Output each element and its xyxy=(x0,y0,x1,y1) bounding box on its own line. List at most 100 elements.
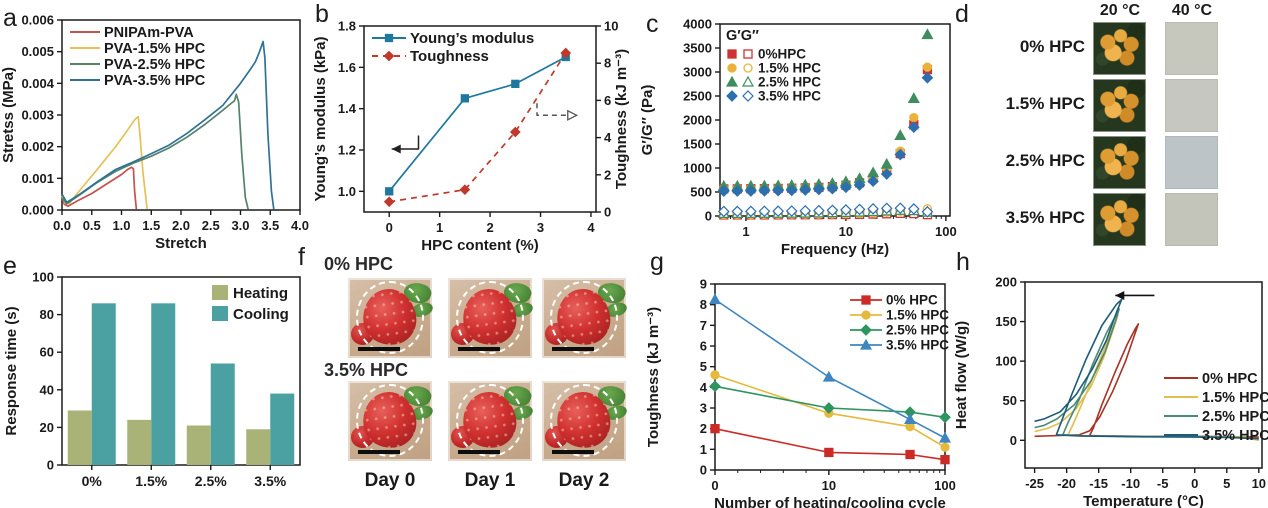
panel-transparency-photos: 20 °C 40 °C 0% HPC 1.5% HPC 2.5% HPC 3.5% HPC xyxy=(952,0,1268,250)
y-tick-label: 500 xyxy=(690,185,712,200)
x-tick-label: 10 xyxy=(839,224,853,239)
y-tick-label: 2 xyxy=(604,167,611,182)
x-tick-label: 0.0 xyxy=(53,218,71,233)
triangle-marker xyxy=(708,293,722,305)
y-tick-label: 1 xyxy=(700,442,707,457)
y-tick-label: 6 xyxy=(700,339,707,354)
legend-label: 0% HPC xyxy=(886,293,938,308)
triangle-marker xyxy=(904,413,917,424)
bar-cooling xyxy=(210,363,235,465)
x-tick-label: 2 xyxy=(486,220,493,235)
y-tick-label: 4 xyxy=(604,130,612,145)
series-line xyxy=(1034,298,1259,440)
y-tick-label: 1.0 xyxy=(338,184,356,199)
panel-letter-b: b xyxy=(315,0,329,28)
triangle-marker xyxy=(741,75,755,87)
diamond-marker xyxy=(799,204,812,217)
diamond-marker xyxy=(726,90,738,102)
square-marker xyxy=(511,79,520,89)
panel-letter-g: g xyxy=(650,248,664,276)
panel-letter-a: a xyxy=(3,4,17,32)
legend-label: 2.5% HPC xyxy=(1202,409,1268,425)
circle-marker xyxy=(922,62,933,72)
panel-letter-h: h xyxy=(956,248,970,276)
y-tick-label: 5 xyxy=(700,359,707,374)
legend-label: 3.5% HPC xyxy=(758,89,821,104)
diamond-marker xyxy=(860,324,872,336)
diamond-marker xyxy=(799,184,812,196)
diamond-marker xyxy=(867,175,879,188)
y-tick-label: 10 xyxy=(604,19,618,34)
scale-bar xyxy=(358,450,400,454)
axis-frame xyxy=(363,25,597,213)
x-tick-label: -20 xyxy=(1057,476,1076,491)
row-label: 2.5% HPC xyxy=(1005,151,1085,170)
y-tick-label: 1000 xyxy=(683,161,712,176)
x-tick-label: -10 xyxy=(1121,476,1140,491)
y-tick-label: 3 xyxy=(700,401,707,416)
hydrogel-disc-outline xyxy=(456,384,524,457)
y-tick-label: 6 xyxy=(604,93,611,108)
y-tick-label: 8 xyxy=(604,56,611,71)
diamond-marker xyxy=(840,204,852,216)
chart-heat-flow: 0 50 100 150 200 -25 -20 -15 -10 -5 0 5 10 Temperatur… xyxy=(953,275,1268,508)
hydrogel-disc-outline xyxy=(356,384,424,457)
triangle-marker xyxy=(938,431,952,443)
circle-marker xyxy=(727,63,737,73)
hydrogel-disc-outline xyxy=(356,281,424,354)
scale-bar xyxy=(552,347,594,351)
diamond-marker xyxy=(731,185,744,197)
square-marker xyxy=(940,455,950,465)
strawberry-photo xyxy=(542,278,629,358)
hydrogel-disc-outline xyxy=(550,281,618,354)
right-arrow-icon xyxy=(567,109,579,121)
y-tick-label: 20 xyxy=(40,420,54,435)
legend-label: Toughness xyxy=(410,48,489,65)
bar-cooling xyxy=(91,303,116,465)
diamond-marker xyxy=(812,204,825,217)
x-tick-label: 3.0 xyxy=(231,218,249,233)
diamond-marker xyxy=(383,196,395,208)
day-label: Day 2 xyxy=(558,470,610,491)
hydrogel-transparent-photo xyxy=(1093,193,1146,246)
hydrogel-opaque-photo xyxy=(1165,193,1218,246)
triangle-marker xyxy=(921,28,934,40)
x-tick-label: 0 xyxy=(1191,476,1198,491)
triangle-marker xyxy=(907,92,920,103)
y-tick-label: 3000 xyxy=(683,65,712,80)
row-label: 3.5% HPC xyxy=(324,360,409,380)
axis-frame xyxy=(1024,281,1263,469)
x-tick-label: 1 xyxy=(436,220,443,235)
diamond-marker xyxy=(717,185,730,197)
diamond-marker xyxy=(880,168,893,180)
legend-label: 3.5% HPC xyxy=(886,338,949,353)
series-line xyxy=(391,135,420,150)
x-tick-label: 100 xyxy=(935,224,957,239)
y-tick-label: 1.8 xyxy=(338,19,356,34)
diamond-marker xyxy=(853,203,866,216)
legend-label: PVA-3.5% HPC xyxy=(104,73,206,89)
square-marker xyxy=(905,449,915,460)
x-tick-label: 2.5 xyxy=(202,218,220,233)
scale-bar xyxy=(458,347,500,351)
x-axis-label: Frequency (Hz) xyxy=(781,241,889,258)
scale-bar xyxy=(458,450,500,454)
diamond-marker xyxy=(509,126,521,138)
x-tick-label: 4.0 xyxy=(291,218,309,233)
diamond-marker xyxy=(459,184,471,196)
bar-heating xyxy=(127,419,152,465)
diamond-marker xyxy=(867,202,879,215)
x-axis-label: HPC content (%) xyxy=(421,237,539,254)
y-tick-label: 9 xyxy=(700,277,707,292)
row-label: 0% HPC xyxy=(324,254,394,274)
strawberry-photo xyxy=(542,381,629,461)
legend-label: Young’s modulus xyxy=(410,30,534,47)
legend-label: PVA-2.5% HPC xyxy=(104,57,206,73)
x-tick-label: 10 xyxy=(822,478,836,493)
series-line xyxy=(61,166,138,210)
y-tick-label: 4000 xyxy=(683,17,712,32)
diamond-marker xyxy=(853,179,866,191)
triangle-marker xyxy=(894,129,907,140)
diamond-marker xyxy=(758,184,771,197)
panel-letter-d: d xyxy=(955,0,969,28)
